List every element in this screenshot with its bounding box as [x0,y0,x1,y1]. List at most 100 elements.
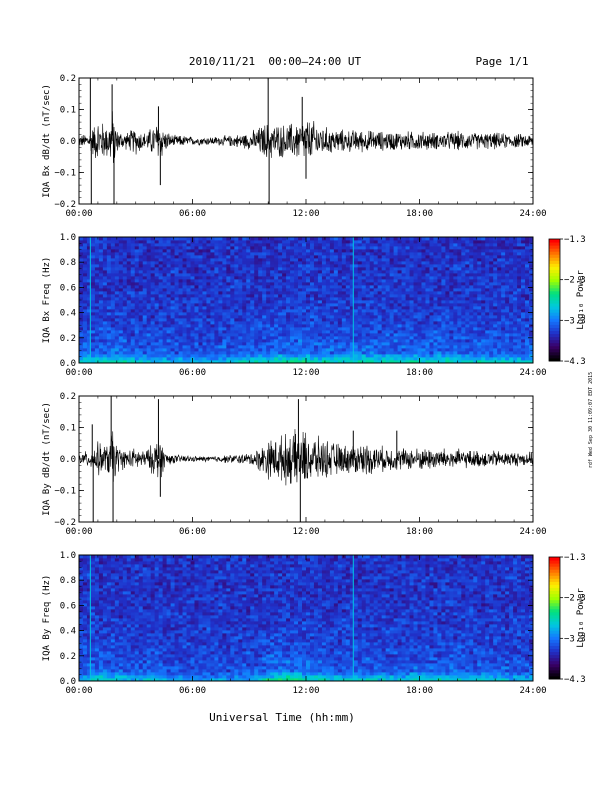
heatmap-cell [110,249,116,253]
heatmap-cell [509,252,514,256]
heatmap-cell [321,273,327,277]
heatmap-cell [429,243,434,247]
heatmap-cell [433,342,438,346]
heatmap-cell [210,312,215,316]
heatmap-cell [397,252,402,256]
heatmap-cell [473,252,478,256]
heatmap-cell [437,315,442,319]
heatmap-cell [465,321,470,325]
heatmap-cell [86,288,92,292]
heatmap-cell [110,240,116,244]
heatmap-cell [445,309,450,313]
heatmap-cell [190,252,195,256]
heatmap-cell [210,333,215,337]
heatmap-cell [509,306,514,310]
heatmap-cell [170,324,175,328]
heatmap-cell [126,321,132,325]
heatmap-cell [102,357,108,361]
heatmap-cell [90,330,96,334]
heatmap-cell [445,354,450,358]
heatmap-cell [501,336,506,340]
heatmap-cell [118,279,124,283]
heatmap-cell [517,336,522,340]
heatmap-cell [198,330,203,334]
heatmap-cell [401,252,406,256]
heatmap-cell [353,324,359,328]
heatmap-cell [521,333,526,337]
heatmap-cell [158,306,164,310]
heatmap-cell [505,252,510,256]
heatmap-cell [429,354,434,358]
heatmap-cell [377,258,383,262]
heatmap-cell [505,300,510,304]
heatmap-cell [317,324,323,328]
heatmap-cell [234,255,239,259]
heatmap-cell [349,294,355,298]
heatmap-cell [429,270,434,274]
heatmap-cell [146,354,152,358]
heatmap-cell [309,354,315,358]
heatmap-cell [333,276,339,280]
heatmap-cell [250,345,255,349]
heatmap-cell [190,294,195,298]
heatmap-cell [473,321,478,325]
heatmap-cell [509,282,514,286]
heatmap-cell [102,294,108,298]
heatmap-cell [86,312,92,316]
heatmap-cell [525,273,530,277]
heatmap-cell [166,330,171,334]
heatmap-cell [230,291,235,295]
heatmap-cell [222,318,227,322]
heatmap-cell [130,321,136,325]
heatmap-cell [517,240,522,244]
heatmap-cell [162,267,168,271]
heatmap-cell [473,258,478,262]
heatmap-cell [250,348,255,352]
heatmap-cell [481,237,486,241]
heatmap-cell [166,306,171,310]
heatmap-cell [513,342,518,346]
heatmap-cell [250,288,255,292]
heatmap-cell [453,318,458,322]
heatmap-cell [110,333,116,337]
heatmap-cell [485,243,490,247]
heatmap-cell [465,264,470,268]
heatmap-cell [445,330,450,334]
heatmap-cell [198,246,203,250]
heatmap-cell [409,297,414,301]
heatmap-cell [106,333,112,337]
heatmap-cell [246,267,251,271]
heatmap-cell [373,297,379,301]
heatmap-cell [433,255,438,259]
heatmap-cell [521,351,526,355]
heatmap-cell [274,246,279,250]
heatmap-cell [278,327,283,331]
heatmap-cell [345,315,351,319]
colorbar-step [549,269,560,274]
heatmap-cell [218,351,223,355]
heatmap-cell [525,258,530,262]
heatmap-cell [178,279,183,283]
heatmap-cell [198,240,203,244]
heatmap-cell [529,357,533,361]
heatmap-cell [294,297,299,301]
heatmap-cell [333,261,339,265]
heatmap-cell [266,249,271,253]
heatmap-cell [321,345,327,349]
heatmap-cell [473,342,478,346]
heatmap-cell [170,240,175,244]
heatmap-cell [445,270,450,274]
heatmap-cell [393,249,398,253]
heatmap-cell [270,333,275,337]
heatmap-cell [174,339,179,343]
heatmap-cell [381,258,387,262]
heatmap-cell [417,279,422,283]
heatmap-cell [389,288,395,292]
heatmap-cell [194,345,199,349]
heatmap-cell [150,237,156,241]
heatmap-cell [266,321,271,325]
heatmap-cell [302,291,307,295]
heatmap-cell [417,336,422,340]
heatmap-cell [282,312,287,316]
heatmap-cell [118,246,124,250]
